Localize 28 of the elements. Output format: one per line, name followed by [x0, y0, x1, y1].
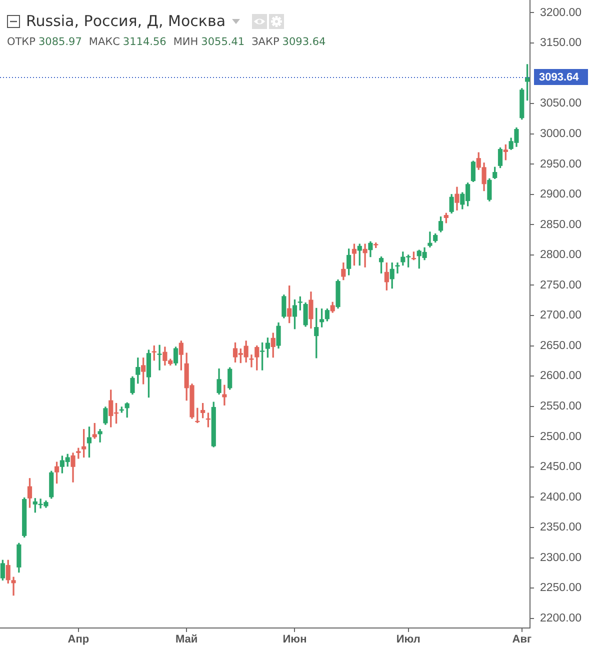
y-tick-label: 2950.00	[540, 158, 582, 170]
y-tick-label: 3200.00	[540, 6, 582, 19]
y-tick-label: 2200.00	[540, 612, 582, 624]
y-tick-label: 2700.00	[540, 310, 582, 322]
y-tick-label: 2400.00	[540, 491, 582, 504]
y-tick-label: 2800.00	[540, 249, 582, 262]
y-tick-label: 2850.00	[540, 218, 582, 231]
y-tick-label: 2550.00	[540, 400, 582, 413]
y-tick-label: 2450.00	[540, 461, 582, 474]
text: Russia, Россия, Д, Москва	[26, 12, 226, 30]
y-tick-label: 2350.00	[540, 522, 582, 534]
x-tick-label: Июл	[396, 634, 420, 646]
y-tick-label: 2750.00	[540, 279, 582, 292]
y-tick-label: 3000.00	[540, 128, 582, 140]
y-tick-label: 2250.00	[540, 582, 582, 594]
y-tick-label: 2600.00	[540, 370, 582, 382]
y-tick-label: 2650.00	[540, 340, 582, 352]
y-tick-label: 2300.00	[540, 552, 582, 564]
x-tick-label: Май	[175, 634, 198, 646]
y-tick-label: 3150.00	[540, 37, 582, 50]
y-tick-label: 2500.00	[540, 430, 582, 443]
x-tick-label: Авг	[512, 634, 532, 646]
x-tick-label: Апр	[68, 634, 90, 646]
x-tick-label: Июн	[282, 634, 307, 646]
y-tick-label: 2900.00	[540, 188, 582, 201]
y-tick-label: 3050.00	[540, 98, 582, 110]
text: ОТКР 3085.97 МАКС 3114.56 МИН 3055.41 ЗАКР 3093.64	[7, 36, 326, 48]
ref-line-label: 3093.64	[539, 72, 580, 84]
